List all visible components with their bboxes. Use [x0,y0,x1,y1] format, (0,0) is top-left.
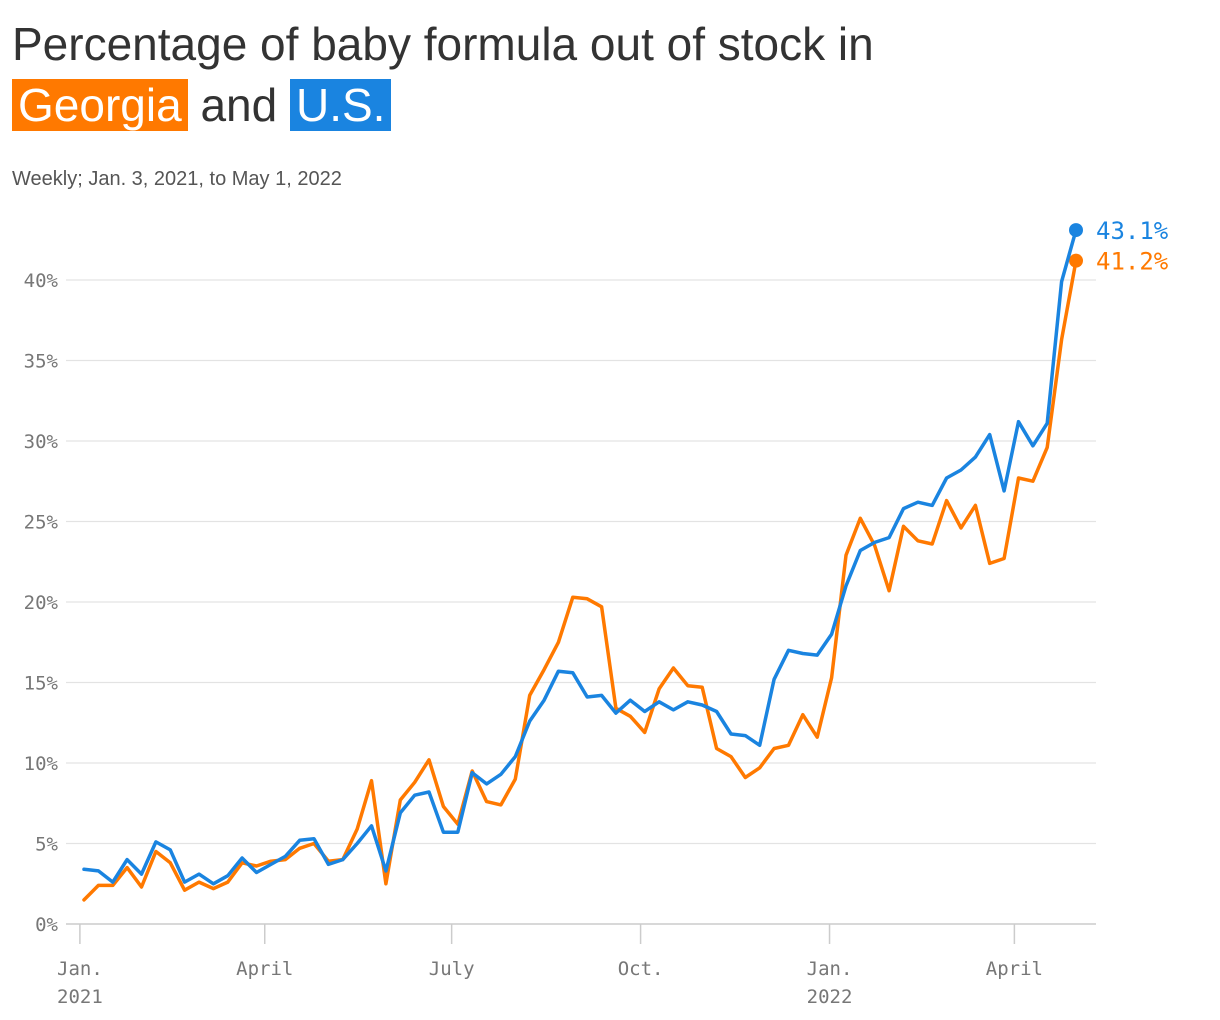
y-tick-label: 30% [24,431,59,453]
gridlines [66,279,1096,845]
title-and: and [200,79,278,131]
chart-subtitle: Weekly; Jan. 3, 2021, to May 1, 2022 [12,168,342,190]
y-tick-label: 20% [24,592,59,614]
title-georgia-highlight: Georgia [12,79,188,131]
y-tick-label: 35% [24,351,59,373]
x-tick-label: April [236,958,293,980]
y-tick-label: 10% [24,753,59,775]
x-axis-labels: Jan. 2021 April July Oct. Jan. 2022 April [57,958,1043,1008]
series-line-us [82,228,1078,886]
series-lines: 41.2% 43.1% [82,217,1169,902]
x-tick-label-year: 2021 [57,986,103,1008]
x-tick-label: July [429,958,475,980]
series-end-label-us: 43.1% [1096,217,1169,245]
x-tick-label: Jan. [57,958,103,980]
y-axis-labels: 0% 5% 10% 15% 20% 25% 30% 35% 40% [24,270,59,936]
series-line-georgia [82,258,1078,902]
y-tick-label: 40% [24,270,59,292]
series-end-label-georgia: 41.2% [1096,248,1169,276]
x-tick-label: April [986,958,1043,980]
series-end-point-georgia [1069,253,1083,268]
series-end-point-us [1069,223,1083,238]
title-prefix: Percentage of baby formula out of stock … [12,18,874,70]
chart-title: Percentage of baby formula out of stock … [12,14,1202,136]
title-us-highlight: U.S. [289,79,392,131]
x-tick-label-year: 2022 [807,986,853,1008]
y-tick-label: 5% [35,834,58,856]
y-tick-label: 25% [24,512,59,534]
y-tick-label: 15% [24,673,59,695]
x-tick-label: Jan. [807,958,853,980]
y-tick-label: 0% [35,914,58,936]
x-tick-label: Oct. [618,958,664,980]
x-axis [66,923,1096,944]
